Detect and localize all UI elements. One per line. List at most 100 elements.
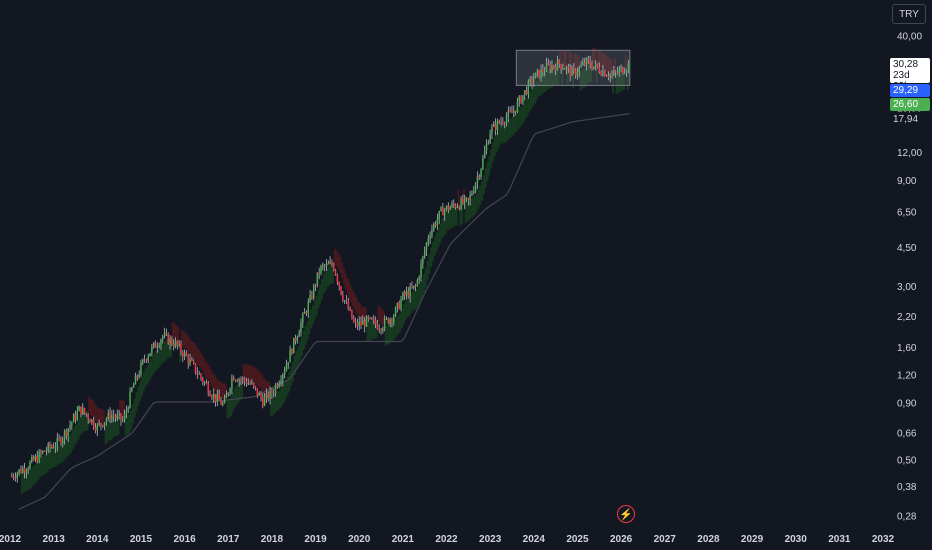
candle-body xyxy=(51,446,53,448)
candle-body xyxy=(238,379,240,382)
candle-body xyxy=(178,343,180,346)
cloud-segment xyxy=(513,114,516,134)
cloud-segment xyxy=(535,81,538,101)
candle-body xyxy=(120,413,122,421)
cloud-segment xyxy=(301,336,304,357)
cloud-segment xyxy=(468,200,471,221)
candle-body xyxy=(58,437,60,439)
y-tick-label: 9,00 xyxy=(897,176,917,187)
candle-body xyxy=(414,285,417,287)
candle-body xyxy=(214,393,217,402)
candle-body xyxy=(100,423,102,426)
candle-body xyxy=(240,379,242,381)
x-tick-label: 2020 xyxy=(348,534,371,545)
cloud-segment xyxy=(481,181,484,201)
cloud-segment xyxy=(455,206,458,226)
cloud-segment xyxy=(119,400,122,417)
candle-body xyxy=(198,373,200,375)
candle-body xyxy=(487,143,490,145)
cloud-segment xyxy=(610,58,613,75)
candle-body xyxy=(529,79,531,82)
candle-body xyxy=(149,353,151,357)
candle-body xyxy=(54,446,57,448)
cloud-segment xyxy=(37,460,40,481)
candle-body xyxy=(31,457,33,462)
candle-body xyxy=(620,67,622,70)
candle-body xyxy=(509,111,511,113)
cloud-segment xyxy=(515,112,518,132)
cloud-segment xyxy=(522,102,526,123)
cloud-segment xyxy=(422,274,425,294)
candle-body xyxy=(180,343,182,353)
cloud-segment xyxy=(330,264,333,284)
candle-body xyxy=(389,318,391,324)
candle-body xyxy=(118,413,120,415)
cloud-segment xyxy=(251,366,255,383)
cloud-segment xyxy=(311,305,315,325)
candle-body xyxy=(558,60,561,65)
candle-body xyxy=(176,341,179,346)
cloud-segment xyxy=(171,322,174,339)
cloud-segment xyxy=(579,71,582,91)
cloud-segment xyxy=(588,62,591,83)
cloud-segment xyxy=(353,293,356,310)
cloud-segment xyxy=(93,403,96,420)
candle-body xyxy=(283,370,286,375)
cloud-segment xyxy=(211,373,214,390)
cloud-segment xyxy=(373,319,376,339)
candle-body xyxy=(78,406,80,412)
candle-body xyxy=(434,223,437,226)
cloud-segment xyxy=(310,309,313,329)
candle-body xyxy=(554,66,557,71)
lightning-icon[interactable]: ⚡ xyxy=(617,505,635,523)
cloud-segment xyxy=(231,392,235,412)
cloud-segment xyxy=(321,279,324,299)
currency-button[interactable]: TRY xyxy=(892,4,926,24)
candle-body xyxy=(189,359,191,364)
candle-body xyxy=(376,324,379,329)
cloud-segment xyxy=(57,444,60,465)
cloud-segment xyxy=(568,51,571,68)
candle-body xyxy=(382,328,384,332)
candle-body xyxy=(40,451,42,454)
candle-body xyxy=(522,95,524,103)
cloud-segment xyxy=(126,415,129,435)
candle-body xyxy=(282,374,284,381)
cloud-segment xyxy=(357,301,360,318)
range-rectangle[interactable] xyxy=(515,49,631,86)
candle-body xyxy=(320,265,322,274)
cloud-segment xyxy=(490,149,493,169)
candle-body xyxy=(132,384,135,388)
cloud-segment xyxy=(315,295,318,316)
candle-body xyxy=(14,477,17,479)
cloud-segment xyxy=(410,293,413,313)
candle-body xyxy=(349,309,351,311)
cloud-segment xyxy=(64,439,67,459)
candle-body xyxy=(56,437,59,447)
candle-body xyxy=(325,263,328,267)
candle-body xyxy=(49,443,51,448)
cloud-segment xyxy=(613,58,616,75)
cloud-segment xyxy=(451,208,455,228)
candle-body xyxy=(271,390,273,394)
candle-body xyxy=(460,198,462,209)
candle-body xyxy=(156,346,159,348)
candle-body xyxy=(360,321,362,325)
cloud-segment xyxy=(179,343,182,363)
candle-body xyxy=(285,364,288,371)
candle-body xyxy=(142,359,144,364)
candle-body xyxy=(329,261,331,264)
candle-body xyxy=(16,473,19,478)
cloud-segment xyxy=(299,341,302,361)
candle-body xyxy=(602,70,604,76)
candle-body xyxy=(429,235,431,239)
candle-body xyxy=(551,65,553,71)
cloud-segment xyxy=(390,323,393,343)
candle-body xyxy=(269,390,271,400)
candle-body xyxy=(340,286,342,295)
cloud-segment xyxy=(624,55,627,72)
cloud-segment xyxy=(595,63,598,84)
cloud-segment xyxy=(495,133,498,153)
x-tick-label: 2026 xyxy=(610,534,633,545)
